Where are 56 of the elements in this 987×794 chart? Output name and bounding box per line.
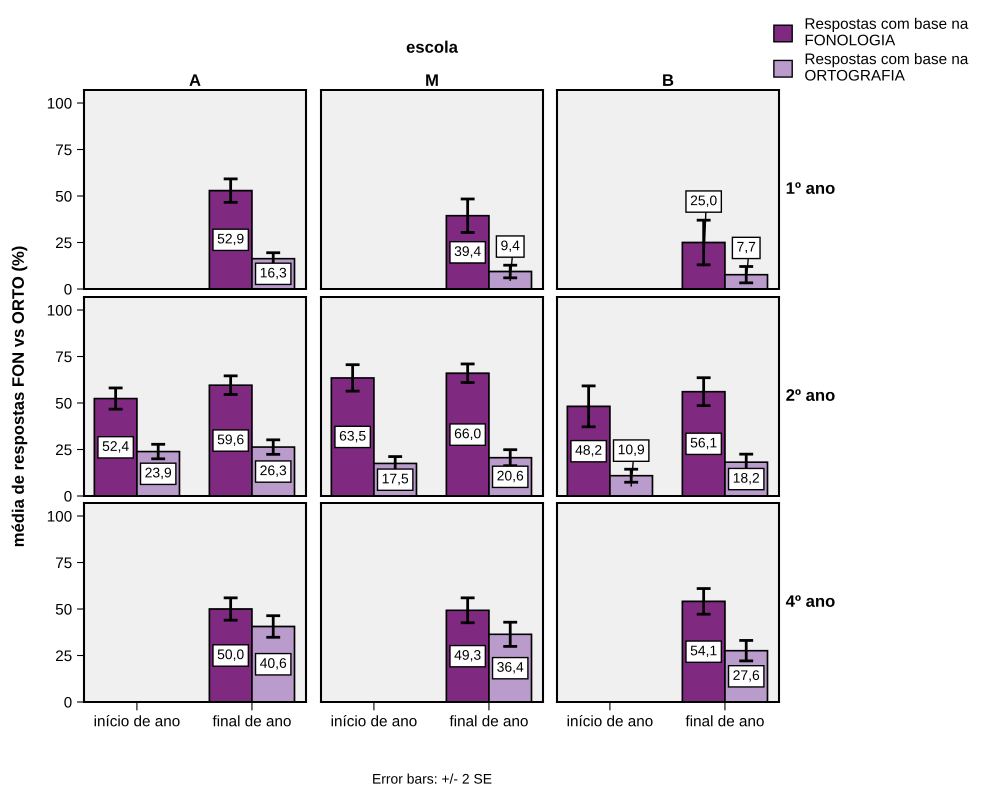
- data-label: 9,4: [501, 240, 520, 252]
- text: Error bars: +/- 2 SE: [373, 774, 492, 784]
- y2-axis-title: 2º ano: [786, 389, 835, 401]
- x-tick-label: final de ano: [686, 715, 764, 726]
- y-tick-label: 100: [48, 98, 72, 109]
- data-label: 17,5: [382, 474, 408, 486]
- data-label: 59,6: [218, 434, 244, 446]
- y-tick-label: 100: [48, 510, 72, 522]
- data-label: 26,3: [260, 465, 286, 477]
- data-label: 48,2: [575, 445, 602, 457]
- y-axis-title: média de respostas FON vs ORTO (%): [12, 246, 28, 546]
- data-label: 54,1: [690, 646, 716, 658]
- chart-title: A: [189, 74, 201, 86]
- y-tick-label: 100: [48, 304, 72, 316]
- x-tick-label: final de ano: [212, 715, 291, 726]
- data-label: 63,5: [340, 430, 366, 442]
- y2-axis-title: 4º ano: [786, 595, 835, 607]
- chart-title: M: [426, 74, 438, 86]
- data-label: 49,3: [454, 650, 481, 662]
- legend-label: Respostas com base na FONOLOGIA: [806, 18, 968, 46]
- y-tick-label: 0: [64, 696, 72, 708]
- data-label: 52,9: [218, 234, 244, 246]
- legend-label: Respostas com base na ORTOGRAFIA: [805, 53, 968, 81]
- data-label: 39,4: [454, 246, 481, 258]
- y-tick-label: 25: [56, 650, 72, 662]
- x-tick-label: início de ano: [568, 715, 653, 726]
- chart-title: B: [663, 74, 674, 86]
- data-label: 20,6: [497, 470, 524, 482]
- y-tick-label: 50: [56, 398, 72, 409]
- data-label: 56,1: [690, 438, 716, 450]
- y-tick-label: 50: [56, 604, 72, 615]
- data-label: 52,4: [102, 441, 129, 453]
- x-tick-label: final de ano: [450, 715, 528, 726]
- text: escola: [406, 40, 458, 53]
- data-label: 36,4: [497, 662, 524, 674]
- y-tick-label: 75: [56, 144, 72, 156]
- y-tick-label: 0: [64, 490, 72, 502]
- data-label: 18,2: [734, 472, 760, 484]
- x-tick-label: início de ano: [94, 715, 180, 726]
- data-label: 50,0: [218, 649, 244, 661]
- y-tick-label: 25: [56, 444, 72, 456]
- data-label: 25,0: [690, 195, 717, 207]
- y-tick-label: 75: [56, 352, 72, 362]
- data-label: 27,6: [733, 670, 760, 682]
- x-tick-label: início de ano: [332, 715, 417, 726]
- data-label: 16,3: [260, 268, 286, 280]
- y-tick-label: 25: [56, 237, 72, 248]
- y-tick-label: 50: [56, 190, 72, 202]
- data-label: 10,9: [618, 444, 644, 456]
- data-label: 66,0: [454, 428, 481, 440]
- data-label: 7,7: [737, 242, 756, 254]
- y-tick-label: 0: [64, 284, 72, 295]
- data-label: 23,9: [145, 468, 172, 480]
- y-tick-label: 75: [56, 558, 72, 568]
- y2-axis-title: 1º ano: [786, 182, 835, 194]
- data-label: 40,6: [260, 658, 286, 670]
